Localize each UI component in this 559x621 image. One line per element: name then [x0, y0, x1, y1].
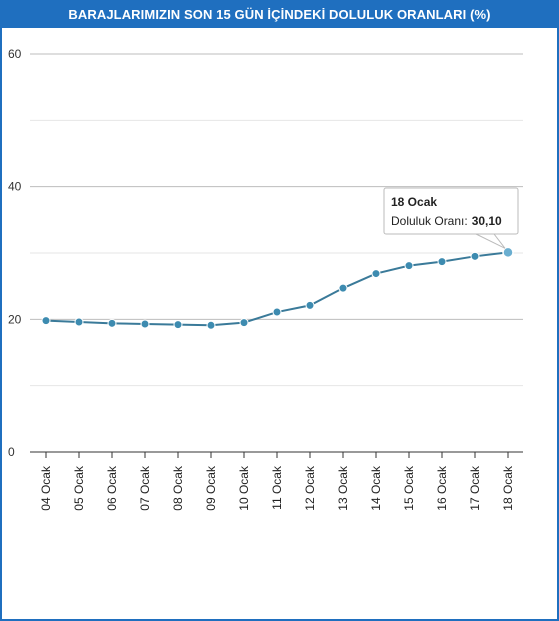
- x-tick-label: 10 Ocak: [237, 465, 251, 511]
- x-tick-label: 14 Ocak: [369, 465, 383, 511]
- data-point[interactable]: [41, 316, 51, 326]
- x-tick-label: 05 Ocak: [72, 465, 86, 511]
- data-point[interactable]: [404, 261, 414, 271]
- y-tick-label: 40: [8, 180, 22, 194]
- x-tick-label: 09 Ocak: [204, 465, 218, 511]
- data-point[interactable]: [173, 320, 183, 330]
- data-point[interactable]: [437, 257, 447, 267]
- data-point[interactable]: [239, 318, 249, 328]
- y-tick-label: 20: [8, 312, 22, 326]
- y-tick-label: 0: [8, 445, 15, 459]
- tooltip-label: Doluluk Oranı:: [391, 214, 468, 228]
- data-point[interactable]: [107, 318, 117, 328]
- x-tick-label: 17 Ocak: [468, 465, 482, 511]
- x-tick-label: 08 Ocak: [171, 465, 185, 511]
- x-tick-label: 11 Ocak: [270, 465, 284, 510]
- x-tick-label: 15 Ocak: [402, 465, 416, 511]
- data-point[interactable]: [140, 319, 150, 329]
- y-axis-ticks: 0 20 40 60: [8, 47, 22, 459]
- x-tick-label: 13 Ocak: [336, 465, 350, 511]
- data-point[interactable]: [74, 317, 84, 327]
- data-point[interactable]: [338, 283, 348, 293]
- data-point[interactable]: [305, 300, 315, 310]
- data-point[interactable]: [470, 251, 480, 261]
- chart-title: BARAJLARIMIZIN SON 15 GÜN İÇİNDEKİ DOLUL…: [2, 2, 557, 28]
- y-tick-label: 60: [8, 47, 22, 61]
- x-tick-label: 04 Ocak: [39, 465, 53, 511]
- x-tick-label: 06 Ocak: [105, 465, 119, 511]
- grid-lines: [30, 53, 523, 453]
- data-points: [41, 246, 514, 330]
- tooltip: 18 Ocak Doluluk Oranı: 30,10: [383, 187, 519, 249]
- tooltip-pointer: [475, 233, 506, 249]
- data-point[interactable]: [502, 246, 514, 259]
- tooltip-body: Doluluk Oranı: 30,10: [391, 214, 502, 228]
- tooltip-box: [383, 187, 519, 235]
- x-tick-label: 18 Ocak: [501, 465, 515, 511]
- x-axis-ticks: 04 Ocak 05 Ocak 06 Ocak 07 Ocak 08 Ocak 09 Oc…: [39, 452, 515, 511]
- x-tick-label: 16 Ocak: [435, 465, 449, 511]
- x-tick-label: 12 Ocak: [303, 465, 317, 511]
- data-point[interactable]: [272, 307, 282, 317]
- tooltip-title: 18 Ocak: [391, 195, 437, 209]
- data-point[interactable]: [206, 320, 216, 330]
- tooltip-value: 30,10: [472, 214, 502, 228]
- data-point[interactable]: [371, 269, 381, 279]
- x-tick-label: 07 Ocak: [138, 465, 152, 511]
